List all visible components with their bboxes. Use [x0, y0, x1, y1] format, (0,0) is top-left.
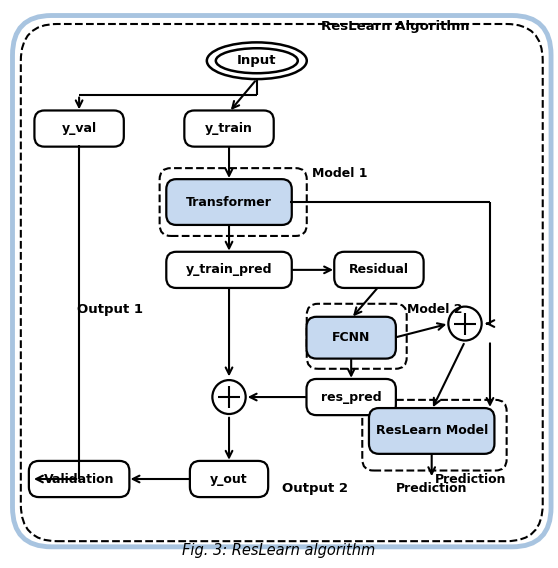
FancyBboxPatch shape: [369, 408, 494, 454]
Text: Output 2: Output 2: [282, 482, 348, 495]
FancyBboxPatch shape: [184, 111, 274, 147]
Text: y_train: y_train: [205, 122, 253, 135]
Text: ResLearn Model: ResLearn Model: [376, 424, 488, 437]
Text: Fig. 3: ResLearn algorithm: Fig. 3: ResLearn algorithm: [182, 543, 376, 558]
Text: Transformer: Transformer: [186, 195, 272, 208]
Text: y_val: y_val: [61, 122, 97, 135]
Text: y_train_pred: y_train_pred: [186, 264, 272, 277]
FancyBboxPatch shape: [334, 252, 424, 288]
Circle shape: [448, 307, 482, 341]
Text: FCNN: FCNN: [332, 331, 371, 344]
Text: res_pred: res_pred: [321, 391, 382, 403]
FancyBboxPatch shape: [29, 461, 129, 497]
FancyBboxPatch shape: [190, 461, 268, 497]
Text: Model 2: Model 2: [407, 303, 462, 316]
Text: y_out: y_out: [210, 473, 248, 486]
Text: Output 1: Output 1: [76, 303, 143, 316]
Text: Model 1: Model 1: [312, 168, 368, 180]
FancyBboxPatch shape: [35, 111, 124, 147]
FancyBboxPatch shape: [306, 317, 396, 358]
FancyBboxPatch shape: [166, 179, 292, 225]
FancyBboxPatch shape: [166, 252, 292, 288]
Ellipse shape: [207, 43, 307, 79]
Text: Validation: Validation: [44, 473, 114, 486]
FancyBboxPatch shape: [306, 379, 396, 415]
Text: ResLearn Algorithm: ResLearn Algorithm: [321, 20, 470, 34]
Circle shape: [213, 380, 246, 414]
Text: Residual: Residual: [349, 264, 409, 277]
Text: Prediction: Prediction: [396, 482, 468, 495]
Text: Prediction: Prediction: [435, 473, 506, 486]
Text: Input: Input: [237, 54, 277, 67]
